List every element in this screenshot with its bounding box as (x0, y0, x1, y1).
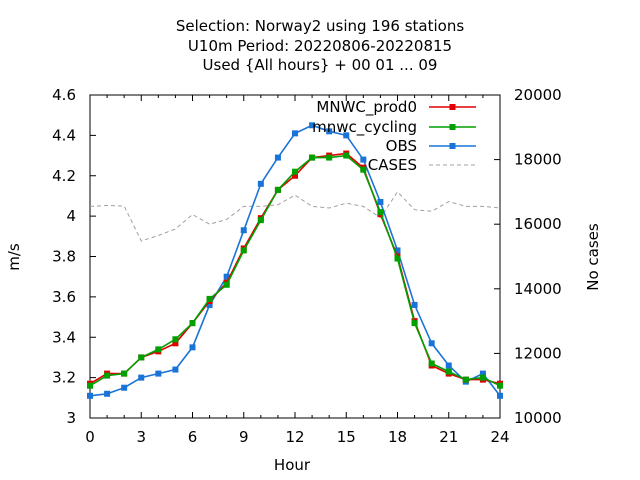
data-point (462, 376, 469, 383)
legend-swatch-marker (449, 124, 456, 130)
data-point (497, 392, 503, 399)
y-tick-label: 4.6 (52, 86, 76, 104)
data-point (411, 301, 418, 308)
data-point (445, 362, 452, 369)
data-point (138, 354, 145, 361)
x-tick-label: 6 (188, 428, 198, 446)
data-point (87, 392, 93, 399)
data-point (104, 372, 111, 379)
data-point (257, 217, 264, 224)
data-point (497, 382, 503, 389)
data-point (326, 154, 333, 161)
data-point (428, 340, 435, 347)
y-tick-label: 3.2 (52, 369, 76, 387)
chart-title-line1: Selection: Norway2 using 196 stations (175, 17, 465, 35)
x-tick-label: 21 (439, 428, 458, 446)
x-axis-label: Hour (274, 456, 311, 474)
data-point (274, 186, 281, 193)
y-axis-label: m/s (5, 243, 23, 271)
series-line-cases (89, 191, 501, 242)
data-point (257, 180, 264, 187)
data-point (223, 281, 230, 288)
data-point (206, 295, 213, 302)
data-point (155, 346, 162, 353)
data-point (172, 366, 179, 373)
data-point (104, 390, 111, 397)
data-point (292, 168, 298, 175)
data-point (87, 382, 93, 389)
legend-label: MNWC_prod0 (316, 98, 417, 117)
data-point (479, 374, 486, 381)
data-point (343, 132, 350, 139)
x-tick-label: 15 (337, 428, 356, 446)
data-point (172, 336, 179, 343)
data-point (377, 198, 384, 205)
chart-title-line3: Used {All hours} + 00 01 ... 09 (202, 56, 438, 74)
x-tick-label: 0 (85, 428, 95, 446)
data-point (138, 374, 145, 381)
legend-swatch-marker (449, 143, 456, 149)
legend-swatch-marker (449, 104, 456, 110)
y-tick-label: 3.6 (52, 288, 76, 306)
x-tick-label: 12 (285, 428, 304, 446)
legend-label: CASES (368, 156, 417, 174)
data-point (360, 156, 367, 163)
data-point (428, 360, 435, 367)
y-tick-label: 3.8 (52, 248, 76, 266)
data-point (172, 340, 179, 347)
chart-title-line2: U10m Period: 20220806-20220815 (187, 37, 453, 55)
y2-tick-label: 10000 (514, 409, 562, 427)
data-point (189, 320, 196, 327)
y-tick-label: 4.4 (52, 126, 76, 144)
data-point (343, 152, 350, 159)
y-tick-label: 4 (66, 207, 76, 225)
data-point (240, 227, 247, 234)
series-line-obs (89, 124, 501, 397)
data-point (394, 247, 401, 254)
y2-tick-label: 12000 (514, 344, 562, 362)
series-line-mnwc_prod0 (89, 152, 501, 385)
y2-tick-label: 16000 (514, 215, 562, 233)
x-tick-label: 24 (490, 428, 509, 446)
data-point (155, 370, 162, 377)
data-point (479, 370, 486, 377)
legend-label: mnwc_cycling (312, 118, 417, 137)
data-point (292, 130, 298, 137)
data-point (292, 172, 298, 179)
y2-tick-label: 20000 (514, 86, 562, 104)
y2-tick-label: 14000 (514, 280, 562, 298)
x-tick-label: 18 (388, 428, 407, 446)
data-point (326, 128, 333, 135)
data-point (189, 344, 196, 351)
data-point (445, 368, 452, 375)
data-point (309, 122, 316, 129)
data-point (309, 154, 316, 161)
x-tick-label: 3 (136, 428, 146, 446)
y2-axis-label: No cases (584, 223, 602, 291)
y-tick-label: 3 (66, 409, 76, 427)
y2-tick-label: 18000 (514, 151, 562, 169)
data-point (411, 320, 418, 327)
data-point (377, 209, 384, 216)
legend-label: OBS (386, 137, 417, 155)
data-point (274, 154, 281, 161)
data-point (121, 384, 128, 391)
data-point (360, 166, 367, 173)
data-point (121, 370, 128, 377)
y-tick-label: 3.4 (52, 328, 76, 346)
data-point (223, 273, 230, 280)
y-tick-label: 4.2 (52, 167, 76, 185)
data-point (206, 301, 213, 308)
data-point (394, 255, 401, 262)
x-tick-label: 9 (239, 428, 249, 446)
data-point (240, 247, 247, 254)
